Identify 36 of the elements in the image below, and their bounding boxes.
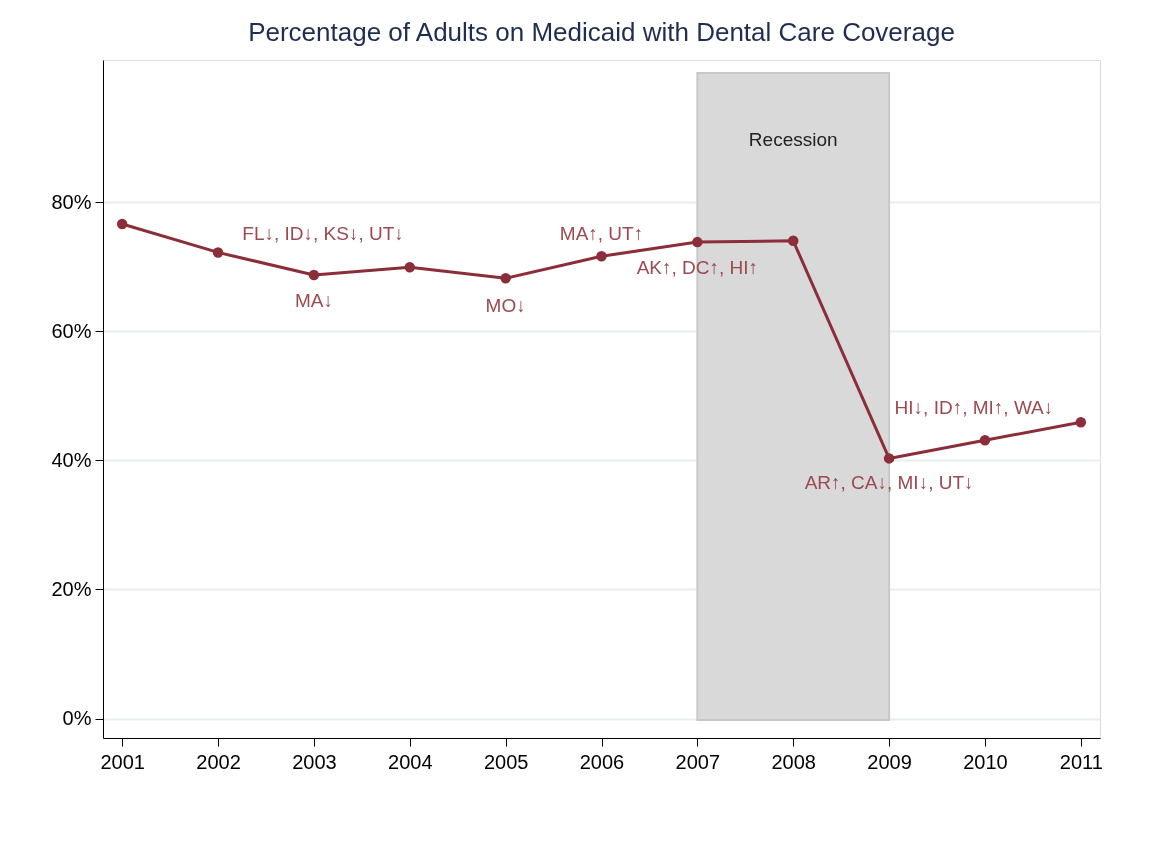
- x-tick-label: 2011: [1059, 750, 1103, 773]
- annotation: AK↑, DC↑, HI↑: [636, 257, 759, 279]
- y-tick-label: 80%: [51, 190, 92, 213]
- x-tick-label: 2009: [867, 750, 912, 773]
- x-tick-label: 2002: [196, 750, 241, 773]
- x-tick-label: 2008: [771, 750, 816, 773]
- x-tick-label: 2004: [388, 750, 433, 773]
- x-tick-label: 2006: [579, 750, 625, 773]
- point: [787, 235, 799, 247]
- annotation: AR↑, CA↓, MI↓, UT↓: [804, 472, 974, 494]
- x-tick-label: 2007: [675, 750, 721, 773]
- point: [979, 435, 991, 446]
- point: [404, 262, 416, 273]
- point: [883, 453, 895, 464]
- point: [1075, 417, 1087, 428]
- x-tick-label: 2010: [963, 750, 1008, 773]
- band-label: Recession: [748, 129, 838, 150]
- y-tick-label: 20%: [51, 577, 92, 600]
- chart-title: Percentage of Adults on Medicaid with Dental Care Coverage: [248, 17, 955, 47]
- annotation: MO↓: [485, 295, 526, 317]
- annotation: MA↓: [294, 290, 333, 312]
- y-tick-label: 40%: [51, 448, 92, 471]
- point: [116, 218, 128, 230]
- x-tick-label: 2001: [100, 750, 145, 773]
- annotation: MA↑, UT↑: [559, 223, 644, 245]
- annotation: HI↓, ID↑, MI↑, WA↓: [894, 397, 1054, 419]
- x-tick-label: 2003: [292, 750, 337, 773]
- point: [692, 236, 703, 248]
- point: [596, 251, 607, 262]
- point: [212, 247, 224, 258]
- point: [500, 273, 511, 284]
- point: [308, 269, 320, 281]
- y-tick-label: 60%: [51, 319, 92, 342]
- x-tick-label: 2005: [483, 750, 529, 773]
- annotation: FL↓, ID↓, KS↓, UT↓: [242, 223, 404, 245]
- y-tick-label: 0%: [62, 707, 92, 730]
